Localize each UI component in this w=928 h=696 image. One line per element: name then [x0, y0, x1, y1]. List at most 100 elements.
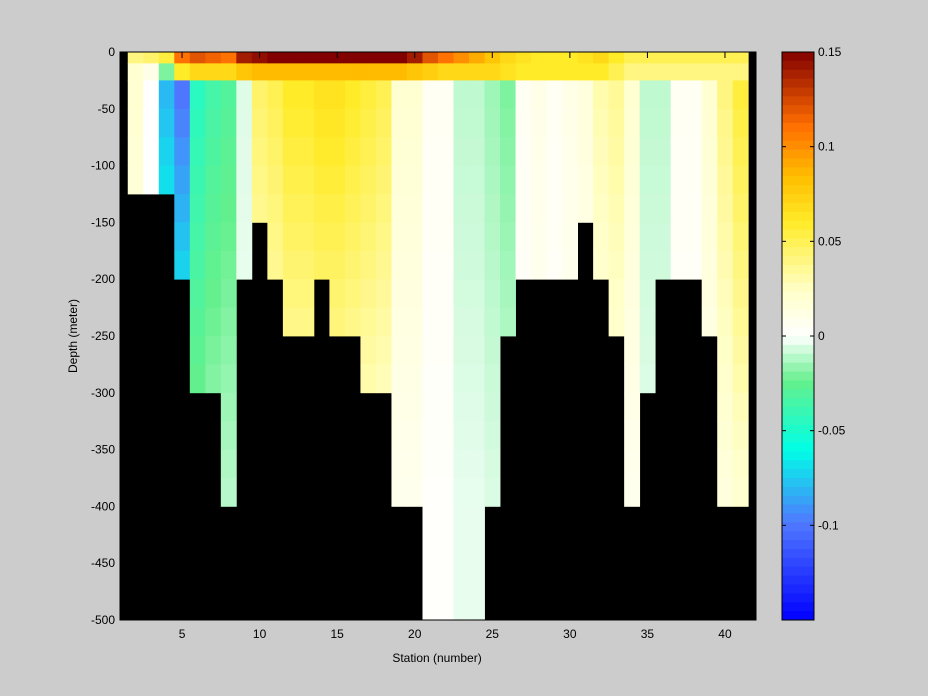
heatmap-cell — [546, 222, 563, 252]
heatmap-cell — [236, 165, 253, 195]
heatmap-cell — [438, 63, 454, 81]
heatmap-cell — [469, 506, 485, 536]
heatmap-cell — [189, 364, 206, 394]
heatmap-cell — [484, 165, 501, 195]
heatmap-cell — [220, 165, 237, 195]
heatmap-cell — [624, 478, 641, 507]
heatmap-cell — [143, 63, 160, 81]
colorbar-swatch — [782, 486, 814, 497]
colorbar-swatch — [782, 78, 814, 88]
heatmap-cell — [562, 250, 579, 280]
colorbar-swatch — [782, 202, 814, 213]
heatmap-cell — [360, 194, 377, 223]
heatmap-cell — [515, 63, 532, 81]
heatmap-cell — [251, 194, 268, 223]
heatmap-cell — [484, 364, 501, 394]
heatmap-cell — [282, 250, 299, 280]
heatmap-cell — [701, 52, 718, 64]
y-tick-label: -500 — [91, 613, 115, 627]
heatmap-cell — [453, 279, 470, 308]
heatmap-cell — [406, 449, 423, 479]
colorbar-swatch — [782, 211, 814, 222]
heatmap-cell — [422, 165, 439, 195]
heatmap-cell — [484, 222, 501, 252]
heatmap-cell — [391, 222, 408, 252]
heatmap-cell — [717, 336, 734, 365]
heatmap-cell — [717, 80, 734, 110]
heatmap-cell — [453, 534, 470, 564]
colorbar-tick-label: -0.1 — [818, 518, 839, 532]
heatmap-cell — [313, 137, 330, 166]
colorbar-swatch — [782, 504, 814, 514]
heatmap-cell — [624, 222, 641, 252]
heatmap-cell — [313, 52, 330, 64]
heatmap-cell — [438, 52, 454, 64]
heatmap-cell — [686, 250, 703, 280]
heatmap-cell — [189, 279, 206, 308]
heatmap-cell — [267, 63, 284, 81]
heatmap-cell — [422, 364, 439, 394]
heatmap-cell — [298, 137, 315, 166]
heatmap-cell — [344, 137, 361, 166]
heatmap-cell — [624, 449, 641, 479]
heatmap-cell — [453, 421, 470, 450]
heatmap-cell — [298, 108, 315, 138]
heatmap-cell — [732, 63, 749, 81]
heatmap-cell — [127, 52, 144, 64]
heatmap-cell — [344, 222, 361, 252]
heatmap-cell — [546, 108, 563, 138]
heatmap-cell — [562, 194, 579, 223]
heatmap-cell — [701, 222, 718, 252]
heatmap-cell — [701, 307, 718, 337]
heatmap-cell — [655, 250, 672, 280]
colorbar-swatch — [782, 371, 814, 381]
heatmap-cell — [360, 108, 377, 138]
colorbar-swatch — [782, 327, 814, 337]
heatmap-cell — [469, 63, 485, 81]
colorbar-swatch — [782, 131, 814, 142]
colorbar-swatch — [782, 176, 814, 186]
heatmap-cell — [732, 250, 749, 280]
heatmap-cell — [127, 63, 144, 81]
heatmap-cell — [174, 80, 191, 110]
heatmap-cell — [484, 108, 501, 138]
heatmap-cell — [500, 52, 516, 64]
heatmap-cell — [344, 80, 361, 110]
heatmap-cell — [469, 222, 485, 252]
heatmap-cell — [298, 279, 315, 308]
heatmap-cell — [391, 194, 408, 223]
heatmap-cell — [375, 336, 392, 365]
colorbar-tick-label: 0.05 — [818, 234, 842, 248]
heatmap-cell — [515, 108, 532, 138]
colorbar-swatch — [782, 495, 814, 506]
heatmap-cell — [670, 194, 687, 223]
colorbar-swatch — [782, 318, 814, 328]
heatmap-cell — [360, 165, 377, 195]
colorbar-swatch — [782, 575, 814, 585]
heatmap-cell — [282, 108, 299, 138]
heatmap-cell — [344, 165, 361, 195]
heatmap-cell — [422, 222, 439, 252]
heatmap-cell — [438, 534, 454, 564]
heatmap-cell — [236, 80, 253, 110]
colorbar-tick-label: 0.1 — [818, 140, 835, 154]
heatmap-cell — [562, 80, 579, 110]
heatmap-cell — [717, 222, 734, 252]
heatmap-cell — [360, 63, 377, 81]
heatmap-cell — [313, 250, 330, 280]
heatmap-cell — [438, 80, 454, 110]
colorbar-swatch — [782, 460, 814, 470]
heatmap-cell — [469, 336, 485, 365]
heatmap-cell — [624, 336, 641, 365]
heatmap-cell — [220, 392, 237, 422]
heatmap-cell — [422, 194, 439, 223]
heatmap-cell — [205, 279, 222, 308]
colorbar-swatch — [782, 566, 814, 577]
heatmap-cell — [406, 279, 423, 308]
heatmap-cell — [360, 80, 377, 110]
heatmap-cell — [174, 108, 191, 138]
colorbar-swatch — [782, 531, 814, 541]
heatmap-cell — [298, 165, 315, 195]
heatmap-cell — [453, 449, 470, 479]
heatmap-cell — [189, 222, 206, 252]
